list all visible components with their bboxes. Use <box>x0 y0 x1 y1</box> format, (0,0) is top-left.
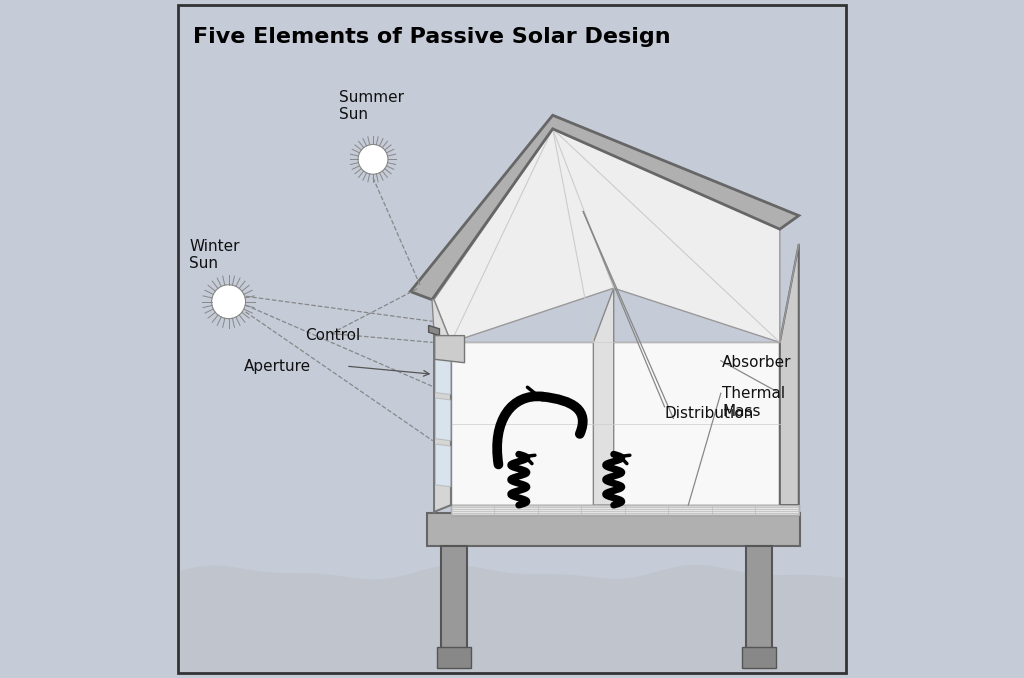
Polygon shape <box>435 336 465 363</box>
Polygon shape <box>411 115 799 300</box>
Polygon shape <box>451 505 799 515</box>
Polygon shape <box>434 129 780 342</box>
Text: Five Elements of Passive Solar Design: Five Elements of Passive Solar Design <box>194 27 671 47</box>
Text: Absorber: Absorber <box>722 355 792 370</box>
Polygon shape <box>429 325 439 336</box>
Bar <box>437 647 471 668</box>
Text: Thermal
Mass: Thermal Mass <box>722 386 785 419</box>
Polygon shape <box>434 332 451 512</box>
Text: Summer
Sun: Summer Sun <box>339 89 404 122</box>
Polygon shape <box>435 398 451 441</box>
Bar <box>741 647 776 668</box>
Polygon shape <box>451 342 780 505</box>
Polygon shape <box>780 244 799 505</box>
Bar <box>440 546 467 668</box>
Bar <box>745 546 772 668</box>
Polygon shape <box>435 444 451 487</box>
Circle shape <box>358 144 388 174</box>
Polygon shape <box>432 300 451 342</box>
Text: Aperture: Aperture <box>244 359 311 374</box>
Polygon shape <box>593 288 613 505</box>
Text: Control: Control <box>305 328 360 343</box>
Polygon shape <box>435 352 451 395</box>
Text: Winter
Sun: Winter Sun <box>189 239 240 271</box>
Text: Distribution: Distribution <box>665 406 754 421</box>
Bar <box>427 513 800 546</box>
Circle shape <box>212 285 246 319</box>
